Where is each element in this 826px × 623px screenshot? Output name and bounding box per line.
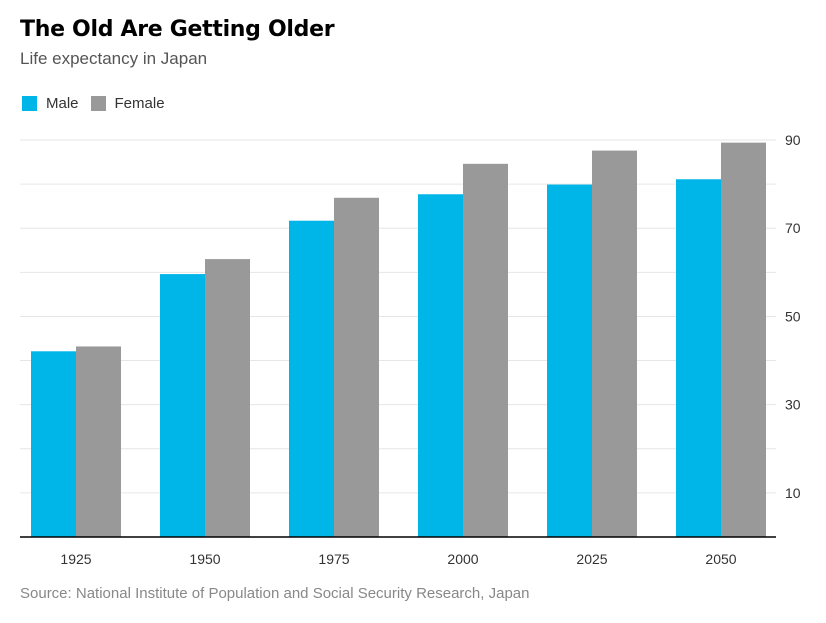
tick-labels: 10 30 50 70 90 1925 1950 1975 2000 2025 2050 bbox=[60, 132, 800, 567]
legend-item-female: Female bbox=[90, 95, 165, 112]
bar-male-1950 bbox=[160, 274, 205, 537]
y-tick-label: 10 bbox=[785, 485, 801, 501]
bar-male-2050 bbox=[676, 179, 721, 537]
y-tick-label: 90 bbox=[785, 132, 801, 148]
bar-male-1925 bbox=[31, 351, 76, 537]
bar-female-1975 bbox=[334, 197, 379, 537]
legend: Male Female bbox=[22, 95, 177, 112]
x-tick-label: 1925 bbox=[60, 551, 91, 567]
bar-male-2000 bbox=[418, 194, 463, 538]
legend-label-female: Female bbox=[114, 95, 165, 112]
chart-subtitle: Life expectancy in Japan bbox=[20, 49, 208, 68]
bar-male-1975 bbox=[289, 220, 334, 537]
chart-title: The Old Are Getting Older bbox=[20, 17, 335, 42]
legend-swatch-male bbox=[22, 96, 37, 111]
legend-swatch-female bbox=[90, 96, 106, 111]
bars bbox=[31, 142, 766, 538]
x-tick-label: 1975 bbox=[318, 551, 349, 567]
legend-item-male: Male bbox=[22, 95, 79, 112]
bar-female-1950 bbox=[205, 259, 250, 537]
bar-female-2000 bbox=[463, 163, 508, 537]
bar-male-2025 bbox=[547, 184, 592, 537]
y-tick-label: 70 bbox=[785, 220, 801, 236]
gridlines bbox=[20, 139, 776, 494]
bar-female-2050 bbox=[721, 142, 766, 537]
bar-female-1925 bbox=[76, 346, 121, 537]
x-tick-label: 2000 bbox=[447, 551, 478, 567]
bar-female-2025 bbox=[592, 150, 637, 537]
x-tick-label: 2050 bbox=[705, 551, 736, 567]
source-note: Source: National Institute of Population… bbox=[20, 585, 530, 602]
y-tick-label: 30 bbox=[785, 397, 801, 413]
legend-label-male: Male bbox=[46, 95, 79, 112]
x-tick-label: 2025 bbox=[576, 551, 607, 567]
x-tick-label: 1950 bbox=[189, 551, 220, 567]
y-tick-label: 50 bbox=[785, 308, 801, 324]
